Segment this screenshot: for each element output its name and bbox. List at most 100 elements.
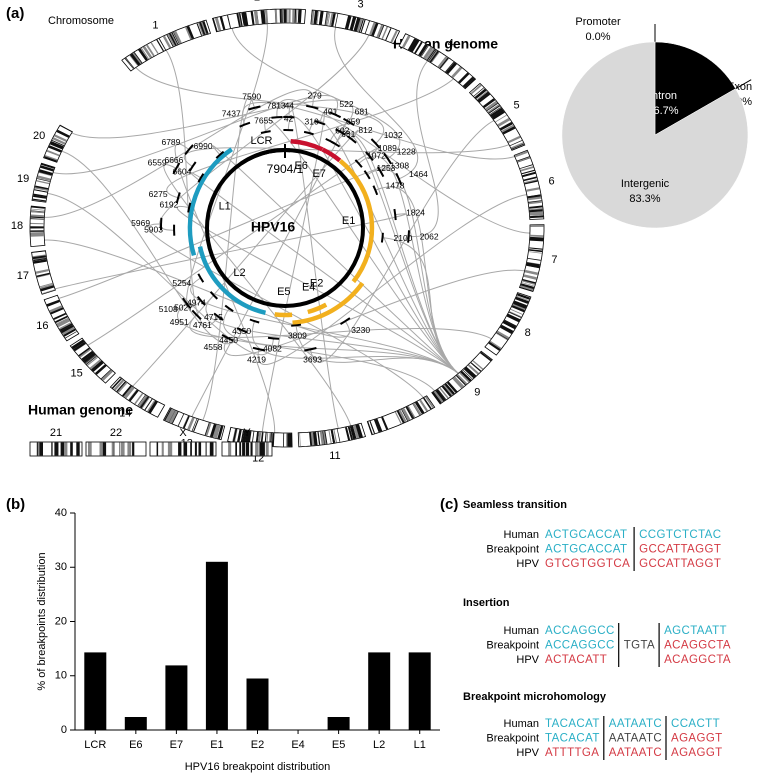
chromosome-band [425,396,434,409]
breakpoint-arc [303,130,314,136]
sequence: ATTTTGA [545,747,599,759]
chromosome-band [327,12,331,26]
breakpoint-arc [407,230,410,243]
chromosome-band [56,129,70,138]
chromosome-band [516,293,531,300]
row-label: Human [504,718,539,730]
chromosome-label: 16 [36,320,48,332]
sequence: AATAATC [609,733,662,745]
sequence: ACCAGGCC [545,640,615,652]
pie-slice [735,79,752,90]
breakpoint-label: 1308 [390,160,409,170]
breakpoint-arc [291,323,302,327]
breakpoint-arc [196,295,206,306]
chromosome-band [464,78,476,89]
chromosome-band [185,26,193,40]
x-tick-label: L2 [373,739,385,751]
chromosome-band [30,222,44,225]
chromosome-band [30,226,44,229]
link [231,28,400,159]
row-label: HPV [516,654,539,666]
panel-label: (b) [6,496,25,513]
chromosome-band [516,295,530,301]
link [190,277,459,374]
chromosome-band [529,208,543,211]
chromosome-band [201,21,209,35]
chromosome-band [349,426,355,440]
chromosome-band [132,52,142,64]
breakpoint-arc [365,151,374,162]
breakpoint-arc [370,138,381,149]
pie-label: Intron [649,90,677,102]
chromosome-band [530,224,544,227]
sequence: ACTGCACCAT [545,544,627,556]
chromosome-band [40,283,54,290]
chromosome-band [57,319,71,328]
breakpoint-arc [328,111,342,119]
pie-slice [654,41,736,136]
breakpoint-arc [224,304,234,313]
link [191,121,347,417]
gene-label: E2 [310,278,323,290]
chromosome-band [334,13,339,27]
chromosome-band [142,46,153,59]
pie-value-label: 16.7% [647,105,678,117]
chromosome-band [445,61,455,73]
chromosome-band [39,442,43,456]
link [163,164,352,426]
breakpoint-arc [372,185,379,196]
chromosome-band [177,413,185,427]
breakpoint-label: 4082 [263,344,282,354]
gene-label: E5 [277,286,290,298]
chromosome-band [401,408,410,421]
chromosome-band [476,91,488,100]
breakpoint-arc [271,116,283,119]
chromosome-band [369,420,375,434]
chromosome-band [274,9,278,23]
chromosome-band [292,9,296,23]
chromosome-band [507,135,521,144]
chromosome-band [120,442,125,456]
chromosome-band [209,423,217,438]
row-label: Human [504,529,539,541]
chromosome-band [55,315,68,323]
chromosome-band [319,431,325,445]
sequence: ACCAGGCC [545,625,615,637]
chromosome-band [32,198,46,202]
chromosome-label: 6 [548,175,554,187]
chromosome-band [467,364,479,375]
breakpoint-arc [249,318,260,324]
chromosome-band [330,429,334,443]
chromosome-band [99,442,102,456]
chromosome-band [433,390,444,403]
chromosome-band [529,211,543,214]
chromosome-band [242,442,246,456]
chromosome-band [407,406,415,419]
chromosome-band [414,401,425,414]
x-tick-label: L1 [414,739,426,751]
row-label: Breakpoint [486,639,539,651]
link [54,213,407,290]
row-label: Breakpoint [486,732,539,744]
pie-chart: Promoter0.0%Intron16.7%Exon0.0%Intergeni… [561,16,752,229]
link [190,172,459,374]
chromosome-label: 4 [448,37,454,49]
chromosome-band [147,400,156,413]
chromosome-band [72,340,85,350]
chromosome-band [212,18,218,32]
chromosome-band [112,442,114,456]
chromosome-band [375,418,383,432]
chromosome-band [520,166,534,172]
chromosome-band [444,383,455,395]
chromosome-band [49,305,63,313]
chromosome-band [39,282,53,288]
breakpoint-label: 1072 [367,150,386,160]
chromosome-band [123,386,134,398]
chromosome-band [127,442,132,456]
breakpoint-label: 5108 [159,304,178,314]
chromosome-band [140,47,150,60]
chromosome-band [124,58,134,69]
chromosome-band [398,409,407,423]
bar [84,652,107,730]
chromosome-band [454,376,465,387]
